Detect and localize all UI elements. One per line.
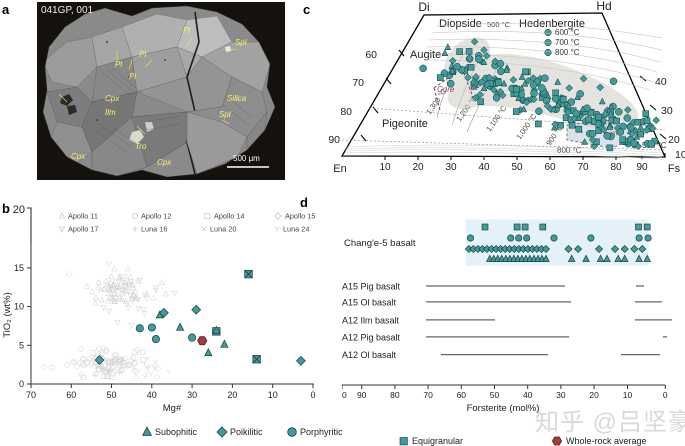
svg-text:40: 40 xyxy=(147,390,157,400)
svg-text:A12 Ilm basalt: A12 Ilm basalt xyxy=(342,315,400,325)
svg-text:60: 60 xyxy=(544,162,556,173)
svg-text:TiO₂ (wt%): TiO₂ (wt%) xyxy=(2,292,13,338)
svg-text:60: 60 xyxy=(66,390,76,400)
svg-text:10: 10 xyxy=(675,149,685,161)
svg-text:Hd: Hd xyxy=(596,0,611,13)
svg-text:50: 50 xyxy=(490,390,500,400)
svg-text:30: 30 xyxy=(661,105,673,117)
svg-text:40: 40 xyxy=(478,162,490,173)
svg-text:70: 70 xyxy=(26,390,36,400)
svg-text:Apollo 15: Apollo 15 xyxy=(285,212,315,221)
svg-text:10: 10 xyxy=(268,390,278,400)
svg-text:70: 70 xyxy=(577,162,589,173)
svg-text:70: 70 xyxy=(352,77,364,89)
svg-text:10: 10 xyxy=(379,162,391,173)
svg-text:80: 80 xyxy=(340,106,352,118)
svg-text:50: 50 xyxy=(106,390,116,400)
svg-text:50: 50 xyxy=(511,162,523,173)
svg-text:80: 80 xyxy=(390,390,400,400)
svg-text:A12 Ol basalt: A12 Ol basalt xyxy=(342,350,397,360)
svg-text:5: 5 xyxy=(19,340,24,350)
svg-text:10: 10 xyxy=(623,390,633,400)
svg-text:A12 Pig basalt: A12 Pig basalt xyxy=(342,332,401,342)
svg-text:Apollo 12: Apollo 12 xyxy=(141,212,171,221)
svg-text:0: 0 xyxy=(663,390,668,400)
svg-text:90: 90 xyxy=(328,134,340,146)
svg-text:90: 90 xyxy=(357,390,367,400)
svg-text:Forsterite (mol%): Forsterite (mol%) xyxy=(467,403,540,414)
svg-text:0: 0 xyxy=(19,379,24,389)
svg-text:Subophitic: Subophitic xyxy=(155,427,198,437)
svg-text:0: 0 xyxy=(310,390,315,400)
svg-text:40: 40 xyxy=(655,76,667,88)
svg-text:Luna 16: Luna 16 xyxy=(141,225,167,234)
svg-text:90: 90 xyxy=(636,162,648,173)
svg-text:En: En xyxy=(333,163,346,175)
svg-text:Porphyritic: Porphyritic xyxy=(300,427,342,437)
svg-text:20: 20 xyxy=(589,390,599,400)
svg-text:1,000 °C: 1,000 °C xyxy=(514,112,538,142)
svg-text:Fs: Fs xyxy=(668,163,681,175)
svg-text:20: 20 xyxy=(668,134,680,146)
svg-text:Poikilitic: Poikilitic xyxy=(230,427,263,437)
svg-text:Pigeonite: Pigeonite xyxy=(382,118,428,130)
svg-text:15: 15 xyxy=(14,263,24,273)
svg-text:40: 40 xyxy=(523,390,533,400)
svg-text:Chang'e-5 basalt: Chang'e-5 basalt xyxy=(344,238,416,249)
svg-text:30: 30 xyxy=(556,390,566,400)
svg-text:A15 Ol basalt: A15 Ol basalt xyxy=(342,297,397,307)
svg-text:Mg#: Mg# xyxy=(163,403,182,414)
svg-text:70: 70 xyxy=(423,390,433,400)
svg-text:20: 20 xyxy=(412,162,424,173)
svg-text:Equigranular: Equigranular xyxy=(412,436,463,446)
svg-text:A15 Pig basalt: A15 Pig basalt xyxy=(342,282,401,292)
svg-text:Luna 20: Luna 20 xyxy=(210,225,236,234)
svg-text:30: 30 xyxy=(445,162,457,173)
svg-text:60: 60 xyxy=(365,49,377,61)
svg-text:20: 20 xyxy=(227,390,237,400)
svg-text:500 °C: 500 °C xyxy=(487,20,511,29)
svg-text:Whole-rock average: Whole-rock average xyxy=(566,436,647,446)
svg-text:Apollo 11: Apollo 11 xyxy=(68,212,98,221)
svg-text:Apollo 14: Apollo 14 xyxy=(214,212,244,221)
svg-text:30: 30 xyxy=(187,390,197,400)
svg-text:Luna 24: Luna 24 xyxy=(283,225,309,234)
svg-text:60: 60 xyxy=(457,390,467,400)
svg-text:20: 20 xyxy=(13,205,25,216)
svg-text:Augite: Augite xyxy=(410,49,441,61)
svg-text:10: 10 xyxy=(14,302,24,312)
svg-text:00: 00 xyxy=(342,390,347,400)
svg-text:80: 80 xyxy=(610,162,622,173)
svg-text:Apollo 17: Apollo 17 xyxy=(68,225,98,234)
svg-text:Di: Di xyxy=(418,0,429,14)
